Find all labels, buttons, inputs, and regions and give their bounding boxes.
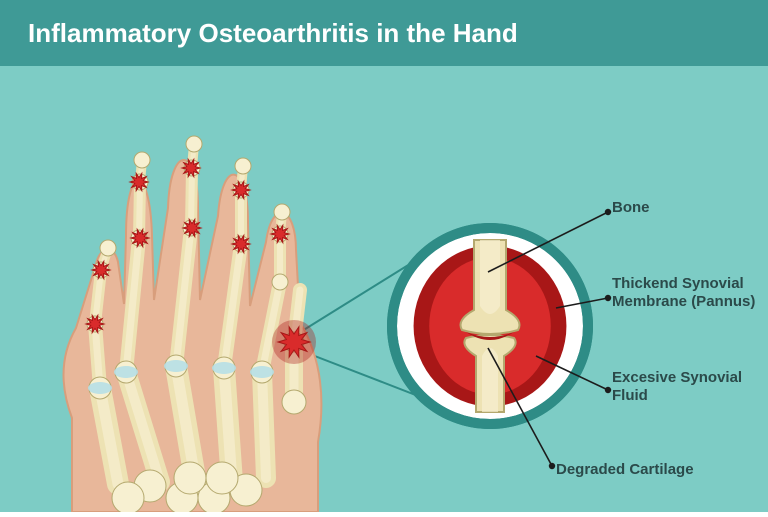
- label-bone: Bone: [612, 199, 650, 216]
- label-pannus: Membrane (Pannus): [612, 293, 755, 310]
- hand-illustration: [63, 136, 321, 512]
- diagram-area: Bone Thickend SynovialMembrane (Pannus) Ex…: [0, 66, 768, 512]
- label-cartilage: Degraded Cartilage: [556, 461, 694, 478]
- label-pannus: Thickend Synovial: [612, 275, 744, 292]
- label-fluid: Excesive Synovial: [612, 369, 742, 386]
- infographic-svg: Bone Thickend SynovialMembrane (Pannus) Ex…: [0, 66, 768, 512]
- page-title: Inflammatory Osteoarthritis in the Hand: [0, 0, 768, 66]
- label-fluid: Fluid: [612, 387, 648, 404]
